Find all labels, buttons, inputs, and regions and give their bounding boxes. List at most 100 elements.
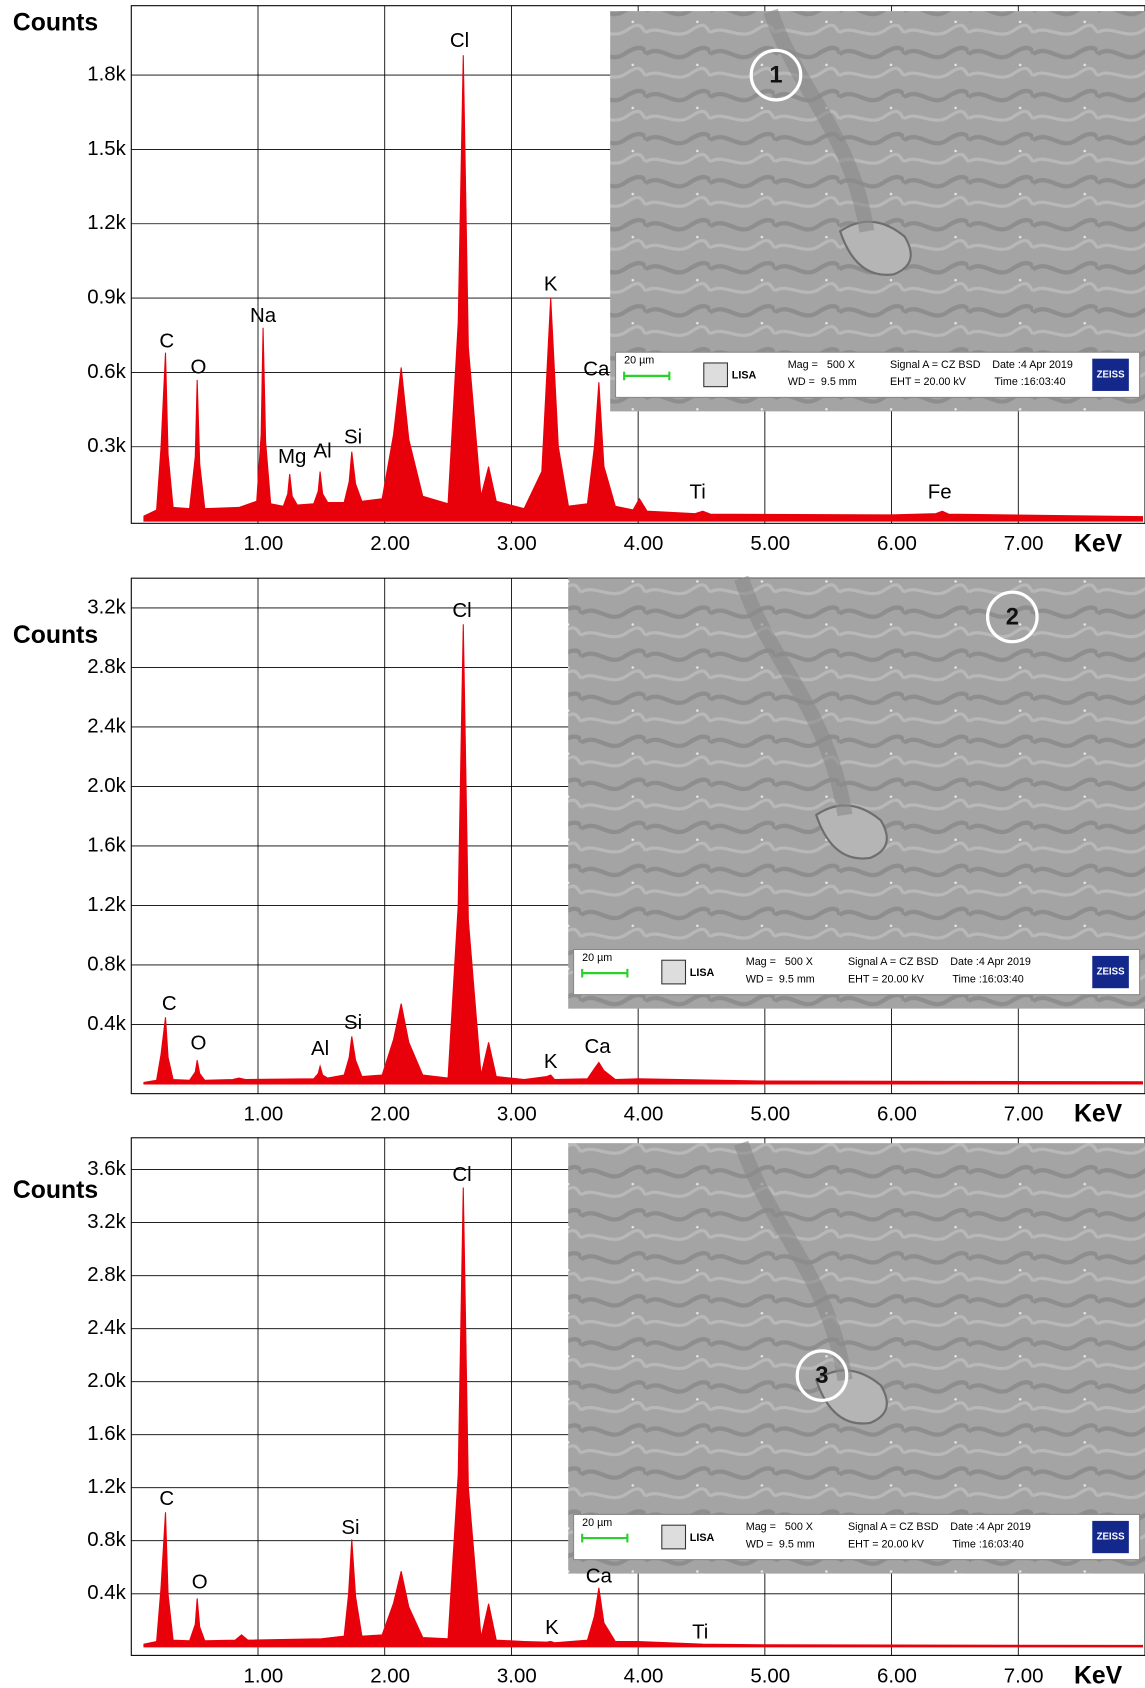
- marker-circle: [749, 48, 803, 102]
- x-tick-label: 3.00: [497, 1664, 537, 1687]
- date: Date :4 Apr 2019: [992, 359, 1073, 371]
- x-tick-label: 4.00: [624, 1103, 664, 1126]
- peak-label: Na: [250, 304, 277, 327]
- marker-label: 1: [769, 62, 782, 88]
- x-axis-label: KeV: [1074, 1101, 1123, 1128]
- peak-label: K: [545, 1616, 559, 1639]
- peak-label: C: [159, 330, 174, 353]
- x-tick-label: 2.00: [370, 1664, 410, 1687]
- peak-label: Ca: [585, 1035, 612, 1058]
- brand-box: [1092, 358, 1129, 391]
- sem-streak: [734, 1140, 853, 1382]
- peak-label: Cl: [452, 599, 471, 622]
- y-tick-label: 0.8k: [87, 952, 126, 975]
- mag: Mag = 500 X: [746, 956, 813, 968]
- peak-label: O: [190, 356, 206, 379]
- wd: WD = 9.5 mm: [746, 973, 815, 985]
- logo-cube: [661, 1524, 687, 1550]
- marker-label: 2: [1006, 604, 1019, 630]
- mag: Mag = 500 X: [746, 1521, 813, 1533]
- mag: Mag = 500 X: [788, 359, 855, 371]
- x-tick-label: 5.00: [750, 532, 790, 555]
- y-tick-label: 2.4k: [87, 1316, 126, 1339]
- peak-label: C: [162, 992, 177, 1015]
- y-tick-label: 0.6k: [87, 360, 126, 383]
- peak-label: Al: [314, 440, 332, 463]
- logo-text: LISA: [690, 1532, 715, 1544]
- wd: WD = 9.5 mm: [746, 1538, 815, 1550]
- sem-streak: [734, 575, 853, 817]
- scale-label: 20 µm: [624, 355, 654, 367]
- y-tick-label: 3.6k: [87, 1157, 126, 1180]
- peak-label: K: [544, 273, 558, 296]
- date: Date :4 Apr 2019: [950, 956, 1031, 968]
- x-tick-label: 1.00: [243, 532, 283, 555]
- y-tick-label: 0.8k: [87, 1528, 126, 1551]
- scale-label: 20 µm: [582, 952, 612, 964]
- y-tick-label: 1.6k: [87, 1422, 126, 1445]
- x-tick-label: 7.00: [1004, 532, 1044, 555]
- y-tick-label: 1.6k: [87, 833, 126, 856]
- logo-cube: [703, 362, 729, 388]
- peak-label: Mg: [278, 445, 306, 468]
- sem-image: [568, 1143, 1145, 1574]
- time: Time :16:03:40: [952, 973, 1023, 985]
- y-tick-label: 2.4k: [87, 714, 126, 737]
- peak-label: Fe: [928, 480, 952, 503]
- peak-label: Si: [341, 1516, 359, 1539]
- peak-label: Ti: [692, 1620, 708, 1643]
- sem-image: [568, 578, 1145, 1009]
- scale-label: 20 µm: [582, 1517, 612, 1529]
- y-tick-label: 1.5k: [87, 137, 126, 160]
- sem-image: [610, 11, 1145, 412]
- sem-inset: 20 µm LISA Mag = 500 X WD = 9.5 mm Signal A …: [568, 1140, 1145, 1574]
- brand-box: [1092, 955, 1129, 989]
- peak-label: Cl: [450, 29, 469, 52]
- scale-bar: [581, 1533, 629, 1543]
- x-tick-label: 3.00: [497, 1103, 537, 1126]
- brand: ZEISS: [1097, 967, 1125, 978]
- x-tick-label: 6.00: [877, 1103, 917, 1126]
- peak-label: K: [544, 1050, 558, 1073]
- marker-circle: [795, 1349, 849, 1402]
- wd: WD = 9.5 mm: [788, 376, 857, 388]
- spectrum: [143, 624, 1144, 1085]
- brand: ZEISS: [1097, 369, 1125, 380]
- logo-text: LISA: [732, 370, 757, 382]
- y-tick-label: 3.2k: [87, 1210, 126, 1233]
- marker-circle: [985, 590, 1039, 644]
- peak-label: O: [190, 1032, 206, 1055]
- x-axis-label: KeV: [1074, 530, 1123, 557]
- y-tick-label: 1.2k: [87, 893, 126, 916]
- scale-bar: [581, 968, 629, 978]
- y-tick-label: 0.4k: [87, 1012, 126, 1035]
- x-tick-label: 2.00: [370, 1103, 410, 1126]
- x-tick-label: 5.00: [750, 1103, 790, 1126]
- peak-label: Cl: [452, 1163, 471, 1186]
- x-tick-label: 5.00: [750, 1664, 790, 1687]
- signal: Signal A = CZ BSD: [848, 1521, 939, 1533]
- logo-cube: [661, 959, 687, 985]
- brand: ZEISS: [1097, 1532, 1125, 1543]
- x-tick-label: 2.00: [370, 532, 410, 555]
- peak-label: Si: [344, 425, 362, 448]
- spectrum: [143, 1187, 1144, 1648]
- y-tick-label: 0.4k: [87, 1581, 126, 1604]
- x-tick-label: 4.00: [624, 1664, 664, 1687]
- y-axis-label: Counts: [13, 10, 98, 37]
- y-tick-label: 2.0k: [87, 1369, 126, 1392]
- y-axis-label: Counts: [13, 1177, 98, 1204]
- sem-inset: 20 µm LISA Mag = 500 X WD = 9.5 mm Signal A …: [610, 8, 1145, 412]
- scale-bar: [623, 371, 671, 381]
- sem-streak: [763, 8, 875, 233]
- x-tick-label: 4.00: [624, 532, 664, 555]
- time: Time :16:03:40: [952, 1538, 1023, 1550]
- logo-text: LISA: [690, 967, 715, 979]
- x-tick-label: 7.00: [1004, 1103, 1044, 1126]
- x-tick-label: 3.00: [497, 532, 537, 555]
- y-tick-label: 2.8k: [87, 1263, 126, 1286]
- peak-label: O: [192, 1571, 208, 1594]
- y-tick-label: 1.2k: [87, 211, 126, 234]
